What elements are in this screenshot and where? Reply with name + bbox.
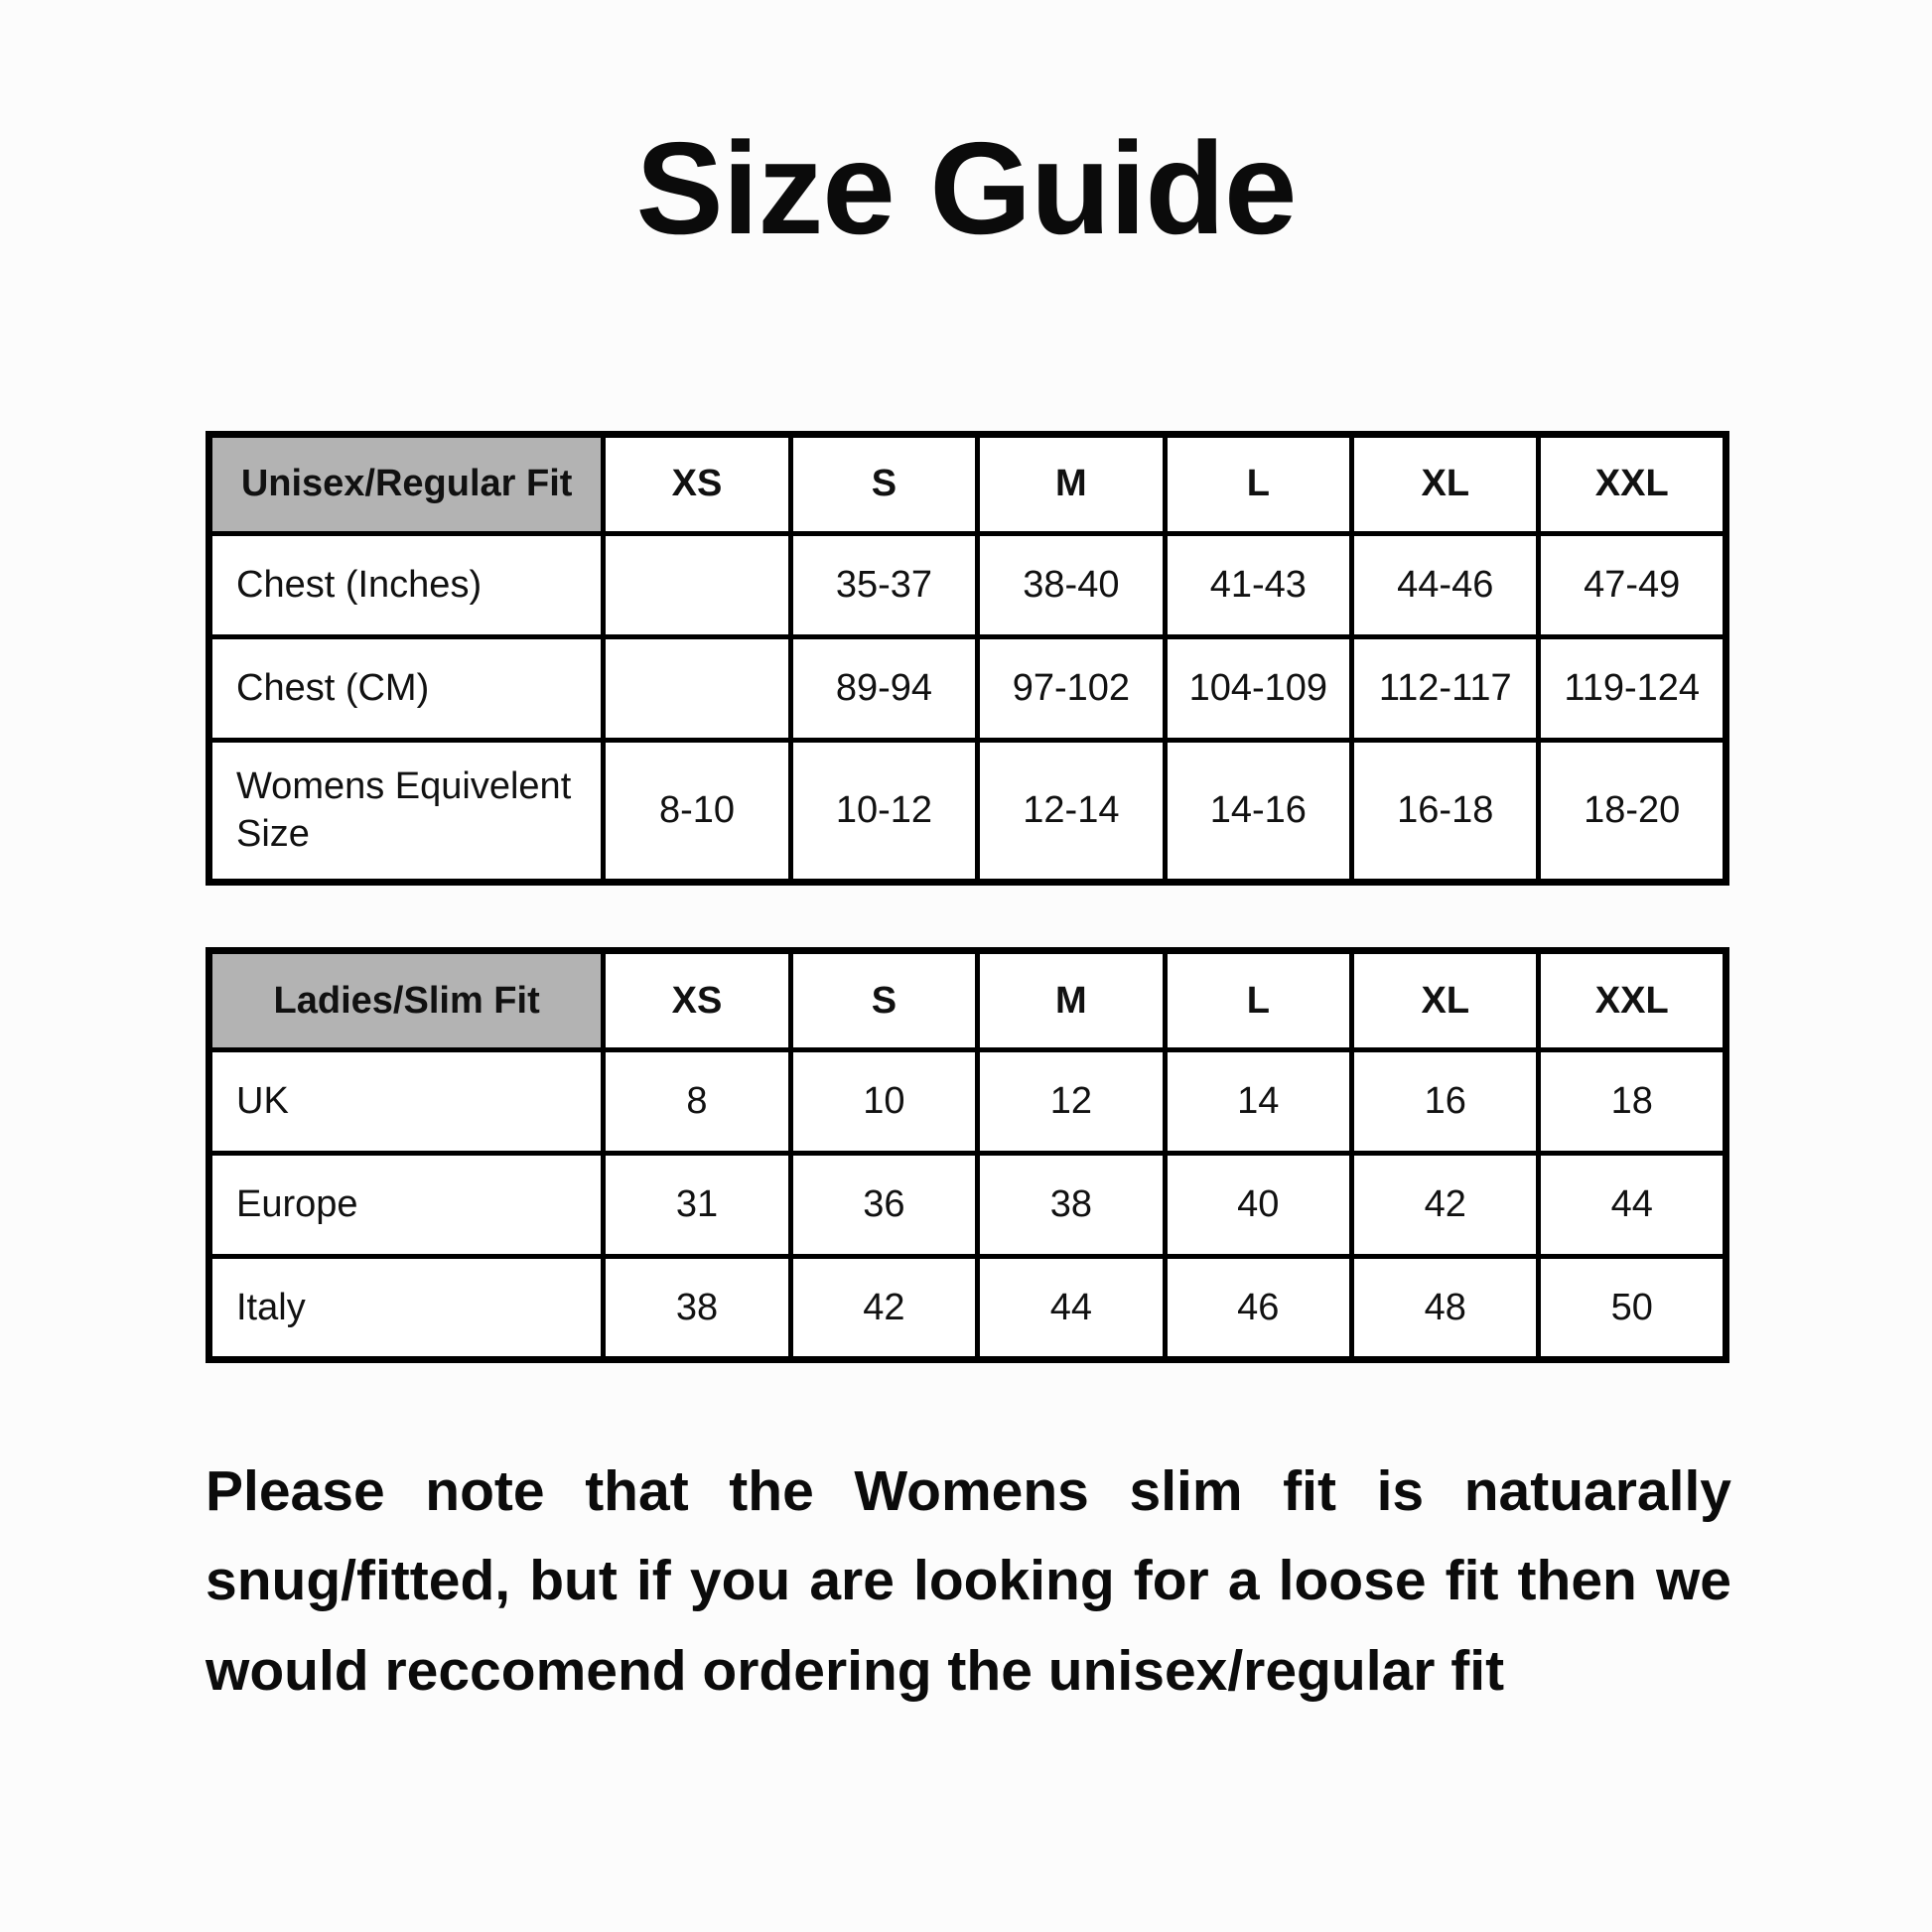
- size-cell: [601, 633, 793, 743]
- size-cell: 14-16: [1162, 737, 1355, 886]
- size-cell: 44-46: [1349, 530, 1542, 639]
- unisex-table-header: Unisex/Regular Fit XS S M L XL XXL: [206, 431, 1728, 536]
- size-cell: 50: [1536, 1254, 1728, 1362]
- size-cell: 8-10: [601, 737, 793, 886]
- size-cell: 46: [1162, 1254, 1355, 1362]
- column-header: L: [1162, 431, 1355, 536]
- table-row: Europe 31 36 38 40 42 44: [206, 1151, 1728, 1259]
- column-header: XXL: [1536, 431, 1728, 536]
- size-cell: 18-20: [1536, 737, 1728, 886]
- row-label: Chest (Inches): [206, 530, 607, 639]
- ladies-size-table: Ladies/Slim Fit XS S M L XL XXL UK 8 10 12 14 16 18 E…: [206, 947, 1729, 1363]
- size-cell: 48: [1349, 1254, 1542, 1362]
- column-header: S: [787, 431, 981, 536]
- size-cell: 38: [975, 1151, 1168, 1259]
- table-row: UK 8 10 12 14 16 18: [206, 1047, 1728, 1156]
- ladies-table-body: UK 8 10 12 14 16 18 Europe 31 36 38 40 42 44 Italy 38 42…: [206, 1047, 1728, 1362]
- size-cell: 35-37: [787, 530, 981, 639]
- column-header: XS: [601, 948, 793, 1052]
- size-cell: 10-12: [787, 737, 981, 886]
- header-row: Ladies/Slim Fit XS S M L XL XXL: [206, 948, 1728, 1052]
- column-header: XXL: [1536, 948, 1728, 1052]
- size-cell: 89-94: [787, 633, 981, 743]
- row-label: Womens Equivelent Size: [206, 737, 607, 886]
- size-cell: 31: [601, 1151, 793, 1259]
- size-cell: 12: [975, 1047, 1168, 1156]
- size-cell: 44: [1536, 1151, 1728, 1259]
- size-cell: 42: [1349, 1151, 1542, 1259]
- table-row: Italy 38 42 44 46 48 50: [206, 1254, 1728, 1362]
- size-cell: 104-109: [1162, 633, 1355, 743]
- column-header: S: [787, 948, 981, 1052]
- ladies-table-header: Ladies/Slim Fit XS S M L XL XXL: [206, 948, 1728, 1052]
- fit-note: Please note that the Womens slim fit is …: [206, 1459, 1731, 1703]
- size-cell: [601, 530, 793, 639]
- column-header: M: [975, 948, 1168, 1052]
- size-cell: 119-124: [1536, 633, 1728, 743]
- table-row: Chest (Inches) 35-37 38-40 41-43 44-46 47-49: [206, 530, 1728, 639]
- size-cell: 16: [1349, 1047, 1542, 1156]
- table-title-cell: Unisex/Regular Fit: [206, 431, 607, 536]
- size-cell: 18: [1536, 1047, 1728, 1156]
- size-cell: 14: [1162, 1047, 1355, 1156]
- size-cell: 36: [787, 1151, 981, 1259]
- row-label: Europe: [206, 1151, 607, 1259]
- unisex-table-body: Chest (Inches) 35-37 38-40 41-43 44-46 47-49 C…: [206, 530, 1728, 886]
- page-title: Size Guide: [635, 115, 1298, 261]
- row-label: Chest (CM): [206, 633, 607, 743]
- size-cell: 38: [601, 1254, 793, 1362]
- size-cell: 12-14: [975, 737, 1168, 886]
- size-cell: 8: [601, 1047, 793, 1156]
- size-cell: 112-117: [1349, 633, 1542, 743]
- header-row: Unisex/Regular Fit XS S M L XL XXL: [206, 431, 1728, 536]
- column-header: XS: [601, 431, 793, 536]
- size-cell: 47-49: [1536, 530, 1728, 639]
- unisex-size-table: Unisex/Regular Fit XS S M L XL XXL Chest (Inch…: [206, 430, 1729, 886]
- size-cell: 42: [787, 1254, 981, 1362]
- size-cell: 40: [1162, 1151, 1355, 1259]
- table-title-cell: Ladies/Slim Fit: [206, 948, 607, 1052]
- size-cell: 16-18: [1349, 737, 1542, 886]
- size-cell: 41-43: [1162, 530, 1355, 639]
- table-row: Womens Equivelent Size 8-10 10-12 12-14 14-1…: [206, 737, 1728, 886]
- size-cell: 97-102: [975, 633, 1168, 743]
- row-label: UK: [206, 1047, 607, 1156]
- size-cell: 10: [787, 1047, 981, 1156]
- table-row: Chest (CM) 89-94 97-102 104-109 112-117 119-1…: [206, 633, 1728, 743]
- column-header: L: [1162, 948, 1355, 1052]
- row-label: Italy: [206, 1254, 607, 1362]
- column-header: XL: [1349, 948, 1542, 1052]
- size-cell: 44: [975, 1254, 1168, 1362]
- size-cell: 38-40: [975, 530, 1168, 639]
- column-header: XL: [1349, 431, 1542, 536]
- column-header: M: [975, 431, 1168, 536]
